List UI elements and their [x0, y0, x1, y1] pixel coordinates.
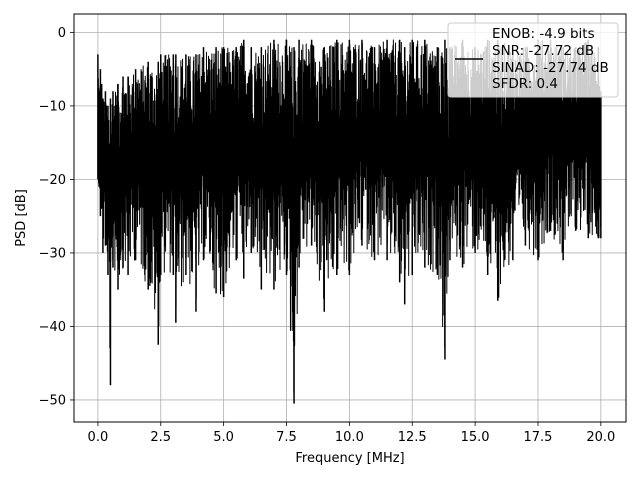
psd-extreme-spikes: [97, 39, 602, 404]
x-tick-label: 15.0: [461, 430, 490, 445]
y-tick-label: 0: [58, 26, 66, 41]
x-tick-label: 2.5: [150, 430, 171, 445]
x-tick-label: 7.5: [276, 430, 297, 445]
legend-box: [447, 22, 619, 98]
y-tick-label: −10: [39, 99, 66, 114]
legend-entry-sfdr: SFDR: 0.4: [492, 76, 558, 92]
legend-entry-sinad: SINAD: -27.74 dB: [492, 60, 609, 76]
legend-entry-snr: SNR: -27.72 dB: [492, 43, 594, 59]
legend-entry-enob: ENOB: -4.9 bits: [492, 26, 595, 42]
y-axis-label: PSD [dB]: [14, 189, 29, 247]
plot-area-frame: [73, 13, 627, 423]
y-tick-label: −40: [39, 320, 66, 335]
x-tick-label: 12.5: [398, 430, 427, 445]
x-tick-label: 20.0: [586, 430, 615, 445]
legend: ENOB: -4.9 bits SNR: -27.72 dB SINAD: -2…: [447, 22, 619, 98]
y-axis-ticks: 0 −10 −20 −30 −40 −50: [39, 26, 74, 408]
x-axis-label: Frequency [MHz]: [295, 451, 404, 466]
y-tick-label: −30: [39, 246, 66, 261]
x-tick-label: 17.5: [524, 430, 553, 445]
x-tick-label: 0.0: [88, 430, 109, 445]
x-axis-ticks: 0.0 2.5 5.0 7.5 10.0 12.5 15.0 17.5 20.0: [88, 422, 615, 445]
x-tick-label: 10.0: [335, 430, 364, 445]
y-tick-label: −20: [39, 173, 66, 188]
y-tick-label: −50: [39, 393, 66, 408]
x-tick-label: 5.0: [213, 430, 234, 445]
